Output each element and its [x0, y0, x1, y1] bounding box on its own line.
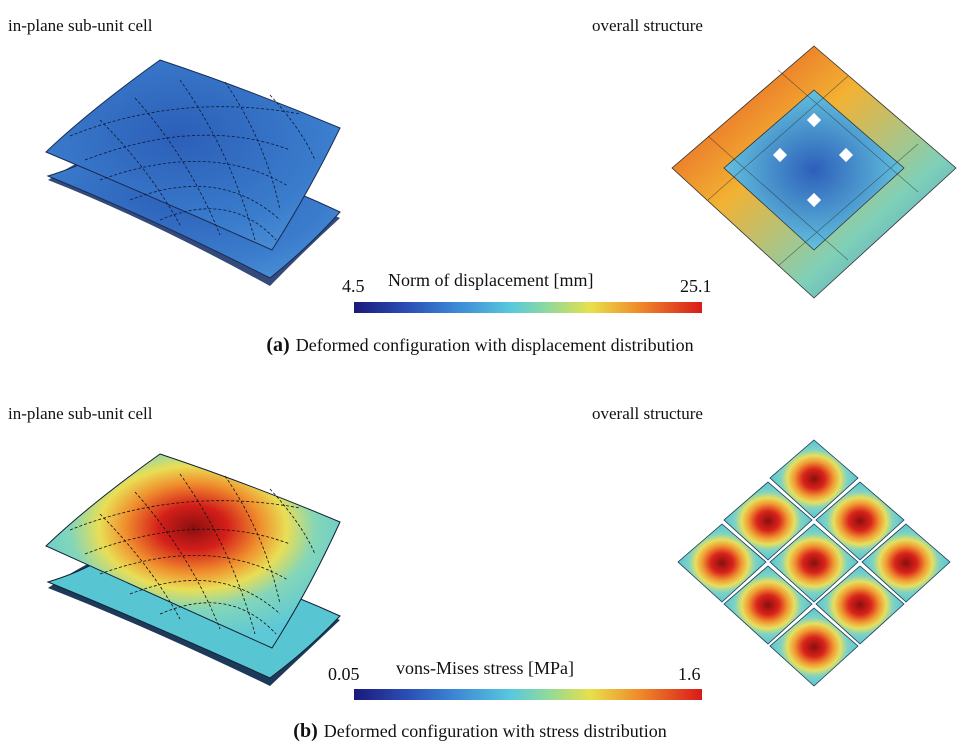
panel-a-caption-text: Deformed configuration with displacement… — [295, 335, 694, 355]
panel-b-left-label: in-plane sub-unit cell — [8, 404, 153, 423]
panel-a-unit-cell-figure — [45, 59, 341, 286]
panel-a-colorbar-title: Norm of displacement [mm] — [388, 270, 594, 290]
panel-b-colorbar-title: vons-Mises stress [MPa] — [396, 658, 574, 678]
panel-a-left-label: in-plane sub-unit cell — [8, 16, 153, 35]
panel-b-colorbar-max: 1.6 — [678, 664, 701, 684]
panel-b-caption-text: Deformed configuration with stress distr… — [323, 721, 667, 741]
panel-b-caption-tag: (b) — [293, 720, 318, 742]
panel-a-overall-structure-figure — [671, 45, 957, 299]
panel-b-colorbar — [354, 689, 702, 700]
panel-b-overall-structure-figure — [677, 439, 951, 687]
panel-a-caption: (a) Deformed configuration with displacem… — [0, 334, 960, 357]
panel-a-colorbar-max: 25.1 — [680, 276, 712, 296]
panel-a-right-label: overall structure — [592, 16, 703, 35]
panel-a-caption-tag: (a) — [266, 334, 290, 356]
panel-b-colorbar-min: 0.05 — [328, 664, 360, 684]
panel-b-caption: (b) Deformed configuration with stress di… — [0, 720, 960, 743]
panel-b-unit-cell-figure — [45, 453, 341, 686]
panel-b-right-label: overall structure — [592, 404, 703, 423]
panel-a-colorbar — [354, 302, 702, 313]
panel-a-colorbar-min: 4.5 — [342, 276, 365, 296]
